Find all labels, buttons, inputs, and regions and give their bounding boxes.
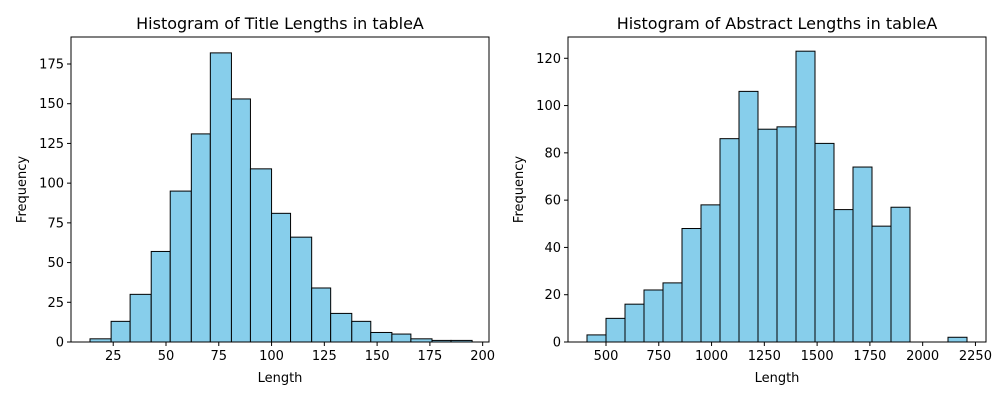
histogram-bar xyxy=(605,317,626,343)
y-tick-label: 40 xyxy=(544,241,561,256)
histogram-bar xyxy=(719,138,740,343)
y-tick-label: 175 xyxy=(39,58,64,73)
x-tick-label: 1000 xyxy=(695,349,728,364)
y-tick-label: 100 xyxy=(39,177,64,192)
x-tick-label: 500 xyxy=(594,349,619,364)
histogram-bar xyxy=(209,52,232,343)
histogram-bar xyxy=(681,228,702,343)
y-tick-label: 80 xyxy=(544,146,561,161)
chart-panel-2: 500 750 1000 1250 1500 1750 2000 2250 0 20 40 60 80 1… xyxy=(512,14,992,386)
y-tick-label: 100 xyxy=(536,99,561,114)
histogram-bar xyxy=(290,236,313,343)
histogram-bar xyxy=(852,166,873,343)
y-tick-label: 60 xyxy=(544,194,561,209)
chart-title: Histogram of Abstract Lengths in tableA xyxy=(617,14,938,33)
histogram-bar xyxy=(814,142,835,343)
histogram-bar xyxy=(947,336,968,343)
y-axis-label: Frequency xyxy=(512,156,527,223)
y-tick-label: 120 xyxy=(536,52,561,67)
y-tick-label: 0 xyxy=(56,336,64,351)
x-tick-label: 200 xyxy=(470,349,495,364)
x-tick-label: 50 xyxy=(158,349,175,364)
axes-frame xyxy=(567,36,987,343)
x-tick-label: 75 xyxy=(211,349,228,364)
chart-title: Histogram of Title Lengths in tableA xyxy=(136,14,424,33)
y-axis-label: Frequency xyxy=(15,156,30,223)
x-tick-label: 750 xyxy=(646,349,671,364)
histogram-bar xyxy=(271,212,292,343)
histogram-bar xyxy=(150,250,171,343)
y-tick-label: 50 xyxy=(47,256,64,271)
y-tick-label: 75 xyxy=(47,216,64,231)
x-tick-label: 2250 xyxy=(959,349,992,364)
x-tick-label: 100 xyxy=(259,349,284,364)
x-tick-label: 25 xyxy=(105,349,122,364)
y-tick-label: 25 xyxy=(47,296,64,311)
histogram-bar xyxy=(311,287,332,343)
histogram-bar xyxy=(330,312,353,343)
y-tick-label: 0 xyxy=(553,336,561,351)
histogram-bar xyxy=(833,209,854,343)
histogram-bar xyxy=(624,303,645,343)
x-tick-label: 150 xyxy=(365,349,390,364)
y-tick-label: 20 xyxy=(544,288,561,303)
histogram-bar xyxy=(700,204,721,343)
histogram-bar xyxy=(391,333,412,343)
histogram-bar xyxy=(776,126,797,343)
histogram-bar xyxy=(110,320,131,343)
histogram-bar xyxy=(871,225,892,343)
y-tick-label: 125 xyxy=(39,137,64,152)
histogram-bar xyxy=(795,50,816,343)
histogram-bar xyxy=(129,293,152,343)
histogram-bar xyxy=(230,98,251,343)
x-tick-label: 175 xyxy=(417,349,442,364)
histogram-bar xyxy=(351,320,372,343)
x-axis-label: Length xyxy=(258,371,303,386)
x-tick-label: 1500 xyxy=(801,349,834,364)
histogram-bar xyxy=(249,168,273,343)
histogram-bar xyxy=(890,206,911,343)
x-tick-label: 1750 xyxy=(853,349,886,364)
x-tick-label: 125 xyxy=(312,349,337,364)
histogram-bar xyxy=(738,90,759,343)
y-tick-label: 150 xyxy=(39,97,64,112)
x-tick-label: 2000 xyxy=(906,349,939,364)
histogram-bar xyxy=(586,334,607,343)
axes-frame xyxy=(70,36,490,343)
x-axis-label: Length xyxy=(755,371,800,386)
x-tick-label: 1250 xyxy=(748,349,781,364)
histogram-bar xyxy=(643,289,664,343)
histogram-bar xyxy=(662,282,683,343)
histogram-bar xyxy=(757,128,778,343)
histogram-bar xyxy=(169,190,192,343)
chart-panel-1: 25 50 75 100 125 150 175 200 0 25 50 75 100 125 150 175… xyxy=(15,14,495,386)
histogram-bar xyxy=(370,331,393,343)
histogram-bar xyxy=(190,133,211,343)
